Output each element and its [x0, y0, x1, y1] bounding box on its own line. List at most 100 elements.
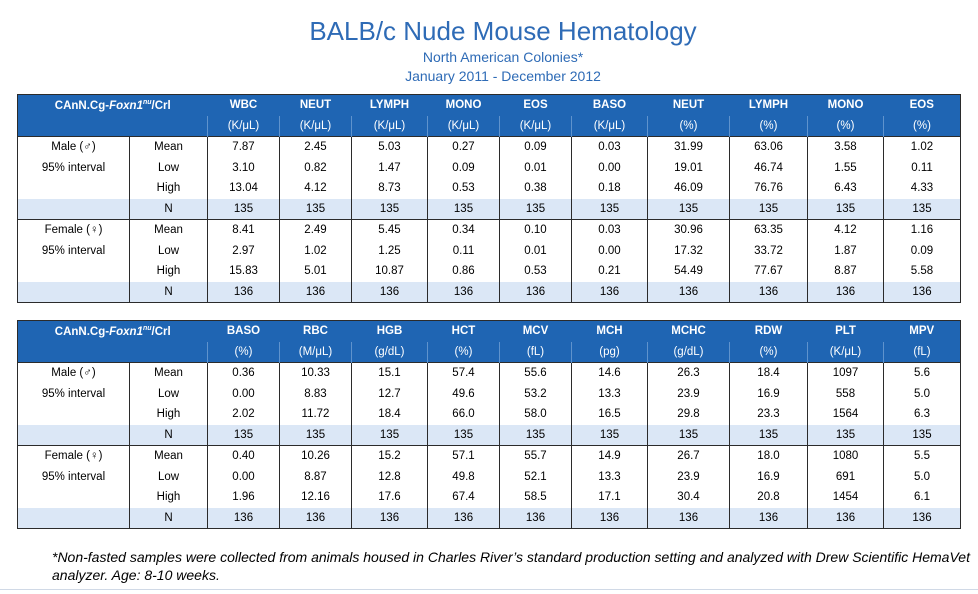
data-cell: 5.45	[351, 219, 428, 241]
table-row: N 136 136 136 136 136 136 136 136 136 136	[17, 507, 961, 529]
data-cell: 23.3	[729, 404, 808, 425]
data-cell: 0.34	[427, 219, 500, 241]
data-cell: 15.2	[351, 445, 428, 467]
data-cell: 13.3	[571, 383, 648, 404]
data-cell: 136	[351, 281, 428, 303]
data-cell: 33.72	[729, 240, 808, 261]
data-cell: 1.96	[207, 487, 280, 508]
data-cell: 4.12	[279, 178, 352, 199]
table-row: High 2.02 11.72 18.4 66.0 58.0 16.5 29.8 23.3 156…	[17, 404, 961, 425]
data-cell: 135	[807, 198, 884, 220]
data-cell: 0.11	[427, 240, 500, 261]
data-cell: 1.87	[807, 240, 884, 261]
data-cell: 5.03	[351, 136, 428, 158]
data-cell: 10.26	[279, 445, 352, 467]
column-header: NEUT	[647, 94, 730, 116]
data-cell: 8.83	[279, 383, 352, 404]
table-row: 95% interval Low 0.00 8.87 12.8 49.8 52.1 13.3 2…	[17, 466, 961, 487]
strain-suffix: /Crl	[151, 325, 171, 338]
stat-label: Mean	[129, 445, 208, 467]
data-cell: 135	[427, 424, 500, 446]
column-unit: (fL)	[499, 341, 572, 363]
data-cell: 0.27	[427, 136, 500, 158]
data-cell: 2.02	[207, 404, 280, 425]
table-row: High 13.04 4.12 8.73 0.53 0.38 0.18 46.09 76.76 6…	[17, 178, 961, 199]
row-label	[17, 424, 130, 446]
table-row: Female (♀) Mean 0.40 10.26 15.2 57.1 55.7 14.9 2…	[17, 445, 961, 467]
data-cell: 19.01	[647, 157, 730, 178]
data-cell: 0.36	[207, 362, 280, 384]
data-cell: 5.58	[883, 261, 961, 282]
data-cell: 2.97	[207, 240, 280, 261]
data-cell: 0.00	[571, 240, 648, 261]
data-cell: 135	[207, 424, 280, 446]
column-unit: (K/μL)	[279, 115, 352, 137]
data-cell: 8.87	[279, 466, 352, 487]
header-spacer	[129, 341, 208, 363]
row-label	[17, 507, 130, 529]
stat-label: N	[129, 198, 208, 220]
data-cell: 136	[427, 281, 500, 303]
data-cell: 13.3	[571, 466, 648, 487]
table-row: N 136 136 136 136 136 136 136 136 136 136	[17, 281, 961, 303]
column-unit: (K/μL)	[427, 115, 500, 137]
data-cell: 0.00	[571, 157, 648, 178]
data-cell: 136	[729, 507, 808, 529]
stat-label: High	[129, 261, 208, 282]
data-cell: 0.82	[279, 157, 352, 178]
column-header: BASO	[207, 320, 280, 342]
strain-allele: nu	[142, 98, 152, 106]
data-cell: 53.2	[499, 383, 572, 404]
data-cell: 10.87	[351, 261, 428, 282]
column-unit: (g/dL)	[647, 341, 730, 363]
data-cell: 135	[571, 198, 648, 220]
data-cell: 46.09	[647, 178, 730, 199]
data-cell: 55.6	[499, 362, 572, 384]
data-cell: 5.01	[279, 261, 352, 282]
strain-allele: nu	[142, 324, 152, 332]
column-unit: (g/dL)	[351, 341, 428, 363]
data-cell: 0.21	[571, 261, 648, 282]
column-header: WBC	[207, 94, 280, 116]
data-cell: 49.8	[427, 466, 500, 487]
table-row: 95% interval Low 0.00 8.83 12.7 49.6 53.2 13.3 2…	[17, 383, 961, 404]
data-cell: 136	[571, 507, 648, 529]
hematology-table-2: CAnN.Cg-Foxn1nu/Crl BASO RBC HGB HCT MCV MCH MC…	[17, 320, 961, 529]
column-header: LYMPH	[729, 94, 808, 116]
data-cell: 2.49	[279, 219, 352, 241]
data-cell: 136	[279, 507, 352, 529]
column-header: LYMPH	[351, 94, 428, 116]
data-cell: 17.6	[351, 487, 428, 508]
column-unit: (K/μL)	[571, 115, 648, 137]
sex-label: Male (♂)	[17, 362, 130, 384]
column-header: RBC	[279, 320, 352, 342]
strain-prefix: CAnN.Cg-	[54, 325, 110, 338]
column-header: HCT	[427, 320, 500, 342]
row-label	[17, 178, 130, 199]
column-unit: (%)	[729, 115, 808, 137]
data-cell: 0.38	[499, 178, 572, 199]
data-cell: 17.1	[571, 487, 648, 508]
data-cell: 63.35	[729, 219, 808, 241]
strain-prefix: CAnN.Cg-	[54, 99, 110, 112]
data-cell: 77.67	[729, 261, 808, 282]
date-range: January 2011 - December 2012	[405, 68, 601, 84]
data-cell: 0.00	[207, 466, 280, 487]
data-cell: 46.74	[729, 157, 808, 178]
row-label: 95% interval	[17, 240, 130, 261]
data-cell: 0.00	[207, 383, 280, 404]
data-cell: 30.96	[647, 219, 730, 241]
column-header: EOS	[883, 94, 961, 116]
sex-label: Male (♂)	[17, 136, 130, 158]
stat-label: Low	[129, 157, 208, 178]
stat-label: Mean	[129, 362, 208, 384]
column-unit: (K/μL)	[207, 115, 280, 137]
data-cell: 1564	[807, 404, 884, 425]
data-cell: 5.0	[883, 466, 961, 487]
column-header: MONO	[807, 94, 884, 116]
data-cell: 20.8	[729, 487, 808, 508]
table-row: High 1.96 12.16 17.6 67.4 58.5 17.1 30.4 20.8 145…	[17, 487, 961, 508]
data-cell: 135	[647, 424, 730, 446]
column-unit: (K/μL)	[351, 115, 428, 137]
data-cell: 0.53	[499, 261, 572, 282]
